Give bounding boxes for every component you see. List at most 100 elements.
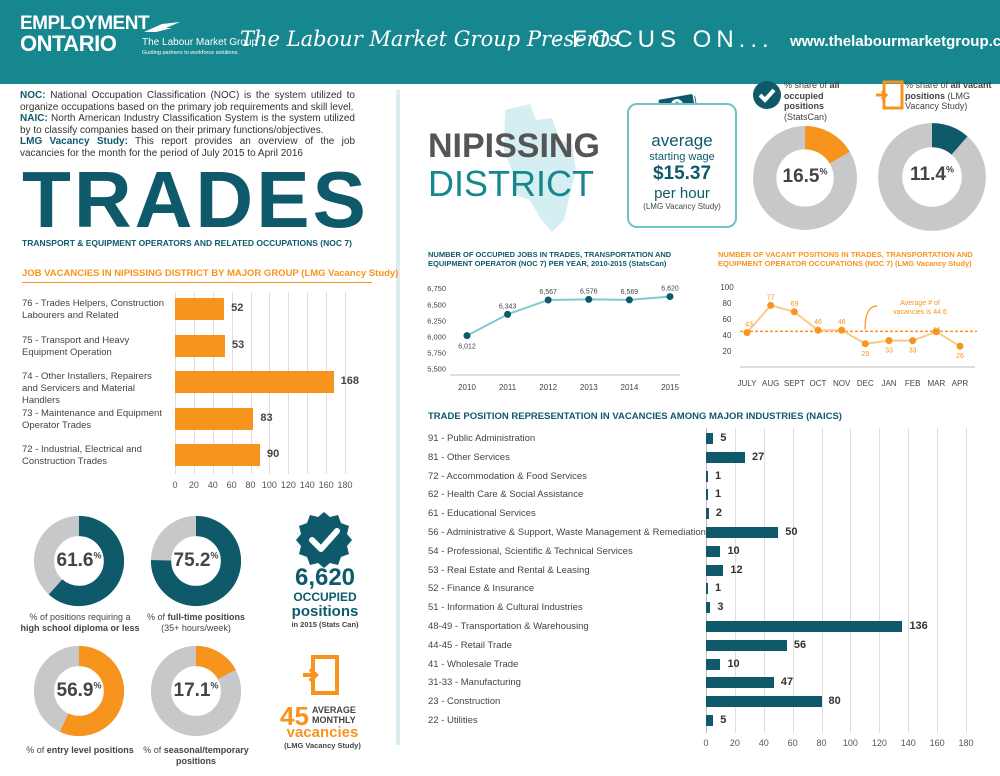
industry-value: 27 — [752, 450, 765, 463]
industry-value: 5 — [720, 714, 727, 726]
donut-full-time — [150, 515, 242, 607]
grid-line — [763, 428, 765, 733]
trades-subtitle: TRANSPORT & EQUIPMENT OPERATORS AND RELA… — [22, 238, 352, 248]
average-annotation: Average # of — [900, 300, 940, 307]
presents-title: The Labour Market Group Presents — [240, 27, 620, 51]
industry-bar — [706, 677, 774, 689]
x-tick-label: 40 — [758, 738, 769, 748]
vacancy-data-label: 44 — [932, 327, 940, 334]
group-label: 73 - Maintenance and Equipment Operator … — [22, 407, 162, 431]
vacancy-number: 45 — [280, 701, 309, 731]
annotation-bracket — [864, 305, 878, 330]
industry-value: 56 — [793, 638, 807, 651]
vacant-share-value: 11.4% — [910, 164, 954, 185]
occupied-point — [544, 296, 552, 304]
high-school-arc — [33, 515, 125, 607]
x-tick-label: 80 — [816, 738, 827, 748]
industry-label: 72 - Accommodation & Food Services — [428, 470, 587, 482]
industry-label: 22 - Utilities — [428, 715, 478, 726]
grid-line — [792, 428, 794, 733]
group-value: 168 — [340, 375, 360, 387]
seasonal-caption: % of seasonal/temporary positions — [143, 745, 249, 766]
vacancy-data-label: 69 — [790, 301, 798, 308]
grid-line — [345, 292, 346, 474]
average-annotation: vacancies is 44.6 — [893, 309, 947, 316]
website-link[interactable]: www.thelabourmarketgroup.ca — [790, 33, 1000, 50]
vacancy-point — [743, 329, 751, 337]
y-tick-label: 6,250 — [427, 316, 446, 325]
vacancy-point — [932, 328, 940, 336]
industry-bar — [706, 583, 708, 595]
x-tick-label: 60 — [787, 738, 798, 748]
vacancy-data-label: 33 — [909, 348, 917, 355]
industry-bar — [706, 489, 708, 501]
occupied-point — [666, 293, 674, 301]
x-tick-label: 2010 — [458, 383, 476, 392]
column-divider — [396, 90, 400, 745]
industry-bar — [706, 602, 711, 614]
lmg-logo: The Labour Market Group Guiding partners… — [142, 20, 257, 59]
occupied-share-arc — [753, 126, 857, 230]
donut-vacant-share — [878, 123, 986, 231]
x-tick-label: 100 — [842, 738, 858, 748]
vacant-positions-chart: 20 40 60 80 100 43 JULY 77 AUG 69 SEPT 46 OCT 46 NOV 29… — [720, 283, 977, 388]
x-tick-label: 160 — [318, 480, 334, 490]
vacancy-data-label: 43 — [745, 322, 753, 329]
industry-label: 56 - Administrative & Support, Waste Man… — [428, 527, 706, 538]
vacancy-data-label: 46 — [838, 319, 846, 326]
x-tick-label: 0 — [703, 738, 709, 748]
vacancy-point — [956, 342, 964, 350]
y-tick-label: 60 — [723, 315, 732, 324]
industry-value: 5 — [720, 432, 727, 444]
header-banner: EMPLOYMENT ONTARIO The Labour Market Gro… — [0, 0, 1000, 84]
x-tick-label: 180 — [337, 480, 353, 490]
x-tick-label: 2013 — [580, 383, 598, 392]
industry-bar — [706, 621, 903, 632]
employment-ontario-logo: EMPLOYMENT ONTARIO — [20, 13, 150, 56]
occupied-share-value: 16.5% — [782, 166, 828, 187]
occupied-data-label: 6,012 — [458, 344, 476, 351]
grid-line — [734, 428, 736, 733]
donut-entry-level — [33, 645, 125, 737]
x-tick-label: 20 — [729, 738, 740, 748]
occupied-point — [463, 332, 471, 340]
group-value: 83 — [260, 411, 273, 424]
occupied-callout: 6,620 OCCUPIED positions in 2015 (Stats … — [291, 564, 359, 630]
industry-value: 50 — [785, 526, 798, 538]
header-dash: - — [555, 26, 563, 51]
y-tick-label: 40 — [723, 331, 732, 340]
industry-value: 80 — [828, 695, 841, 708]
high-school-caption: % of positions requiring a high school di… — [20, 612, 140, 633]
group-value: 90 — [267, 448, 280, 460]
check-circle-icon — [753, 81, 781, 109]
industry-label: 53 - Real Estate and Rental & Leasing — [428, 564, 590, 576]
industry-value: 10 — [727, 544, 740, 557]
x-tick-label: 140 — [900, 738, 916, 748]
entry-level-arc — [33, 645, 125, 737]
x-tick-label: JULY — [738, 379, 758, 388]
y-tick-label: 20 — [723, 347, 732, 356]
seasonal-track — [150, 645, 242, 737]
industry-label: 44-45 - Retail Trade — [428, 639, 512, 651]
y-tick-label: 5,500 — [427, 365, 446, 374]
y-tick-label: 6,000 — [427, 332, 446, 341]
industry-label: 51 - Information & Cultural Industries — [428, 602, 583, 614]
district-map-icon — [504, 104, 576, 232]
x-tick-label: 160 — [929, 738, 945, 748]
vacancy-point — [814, 326, 822, 334]
x-tick-label: AUG — [762, 379, 779, 388]
industry-bar — [706, 545, 721, 557]
average-wage-box: average starting wage $15.37 per hour (L… — [627, 103, 737, 228]
definitions: NOC: National Occupation Classification … — [20, 90, 356, 159]
industry-bar — [706, 715, 714, 726]
y-tick-label: 100 — [720, 283, 734, 292]
group-bar — [175, 371, 334, 393]
group-value: 52 — [231, 302, 244, 314]
grid-line — [850, 428, 852, 733]
vacancy-label: vacancies — [286, 724, 359, 741]
industry-value: 10 — [727, 657, 740, 670]
industry-value: 136 — [909, 620, 928, 632]
vacancy-point — [909, 337, 917, 345]
occupied-point — [504, 310, 512, 318]
industry-bar — [706, 696, 822, 708]
